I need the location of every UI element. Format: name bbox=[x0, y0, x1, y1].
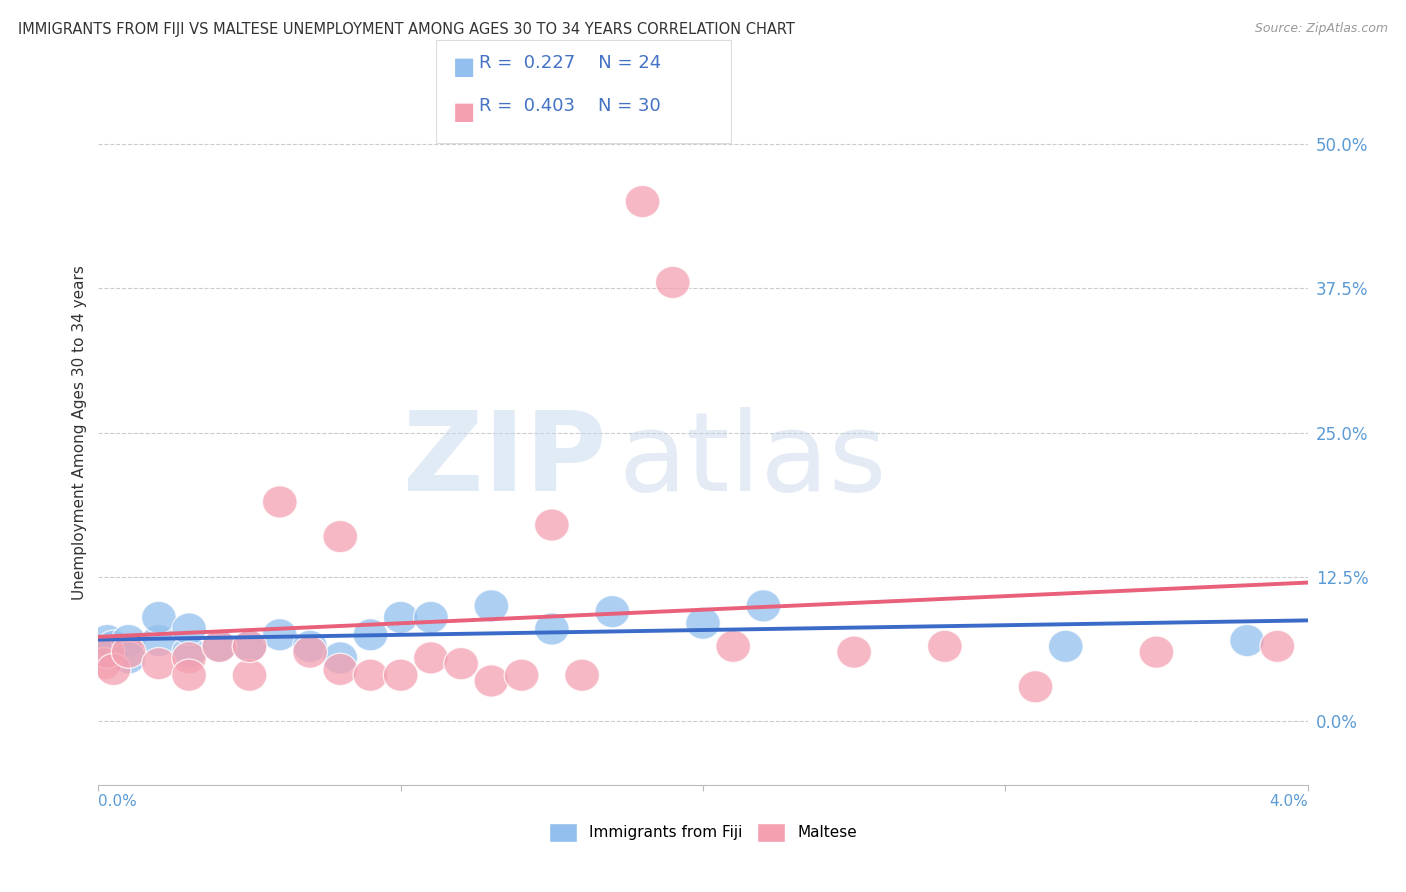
Ellipse shape bbox=[474, 590, 509, 622]
Ellipse shape bbox=[1018, 671, 1053, 703]
Ellipse shape bbox=[263, 619, 297, 651]
Ellipse shape bbox=[595, 596, 630, 628]
Ellipse shape bbox=[353, 659, 388, 691]
Ellipse shape bbox=[172, 659, 207, 691]
Ellipse shape bbox=[87, 648, 122, 680]
Ellipse shape bbox=[111, 641, 146, 674]
Ellipse shape bbox=[90, 636, 125, 668]
Ellipse shape bbox=[534, 613, 569, 645]
Ellipse shape bbox=[96, 630, 131, 663]
Ellipse shape bbox=[505, 659, 538, 691]
Text: 0.0%: 0.0% bbox=[98, 794, 138, 809]
Ellipse shape bbox=[172, 613, 207, 645]
Ellipse shape bbox=[232, 630, 267, 663]
Text: 4.0%: 4.0% bbox=[1268, 794, 1308, 809]
Ellipse shape bbox=[716, 630, 751, 663]
Text: atlas: atlas bbox=[619, 408, 887, 515]
Y-axis label: Unemployment Among Ages 30 to 34 years: Unemployment Among Ages 30 to 34 years bbox=[72, 265, 87, 600]
Ellipse shape bbox=[474, 665, 509, 698]
Ellipse shape bbox=[1049, 630, 1083, 663]
Ellipse shape bbox=[626, 186, 659, 218]
Text: R =  0.403    N = 30: R = 0.403 N = 30 bbox=[479, 97, 661, 115]
Ellipse shape bbox=[172, 636, 207, 668]
Ellipse shape bbox=[444, 648, 478, 680]
Ellipse shape bbox=[111, 636, 146, 668]
Ellipse shape bbox=[232, 659, 267, 691]
Text: R =  0.227    N = 24: R = 0.227 N = 24 bbox=[479, 54, 662, 71]
Ellipse shape bbox=[1260, 630, 1295, 663]
Ellipse shape bbox=[202, 630, 236, 663]
Ellipse shape bbox=[142, 601, 176, 633]
Text: IMMIGRANTS FROM FIJI VS MALTESE UNEMPLOYMENT AMONG AGES 30 TO 34 YEARS CORRELATI: IMMIGRANTS FROM FIJI VS MALTESE UNEMPLOY… bbox=[18, 22, 796, 37]
Ellipse shape bbox=[292, 636, 328, 668]
Ellipse shape bbox=[747, 590, 780, 622]
Ellipse shape bbox=[686, 607, 720, 640]
Ellipse shape bbox=[96, 653, 131, 686]
Ellipse shape bbox=[263, 486, 297, 518]
Ellipse shape bbox=[90, 624, 125, 657]
Ellipse shape bbox=[87, 636, 122, 668]
Text: ZIP: ZIP bbox=[404, 408, 606, 515]
Ellipse shape bbox=[353, 619, 388, 651]
Ellipse shape bbox=[655, 267, 690, 299]
Ellipse shape bbox=[413, 641, 449, 674]
Ellipse shape bbox=[172, 641, 207, 674]
Ellipse shape bbox=[323, 520, 357, 553]
Ellipse shape bbox=[1230, 624, 1264, 657]
Ellipse shape bbox=[111, 624, 146, 657]
Ellipse shape bbox=[565, 659, 599, 691]
Ellipse shape bbox=[142, 624, 176, 657]
Ellipse shape bbox=[928, 630, 962, 663]
Ellipse shape bbox=[202, 630, 236, 663]
Legend: Immigrants from Fiji, Maltese: Immigrants from Fiji, Maltese bbox=[543, 817, 863, 847]
Text: ■: ■ bbox=[453, 55, 475, 79]
Ellipse shape bbox=[1139, 636, 1174, 668]
Ellipse shape bbox=[323, 641, 357, 674]
Ellipse shape bbox=[232, 630, 267, 663]
Ellipse shape bbox=[384, 601, 418, 633]
Ellipse shape bbox=[323, 653, 357, 686]
Ellipse shape bbox=[384, 659, 418, 691]
Ellipse shape bbox=[292, 630, 328, 663]
Ellipse shape bbox=[413, 601, 449, 633]
Text: Source: ZipAtlas.com: Source: ZipAtlas.com bbox=[1254, 22, 1388, 36]
Ellipse shape bbox=[142, 648, 176, 680]
Text: ■: ■ bbox=[453, 100, 475, 124]
Ellipse shape bbox=[837, 636, 872, 668]
Ellipse shape bbox=[534, 508, 569, 541]
